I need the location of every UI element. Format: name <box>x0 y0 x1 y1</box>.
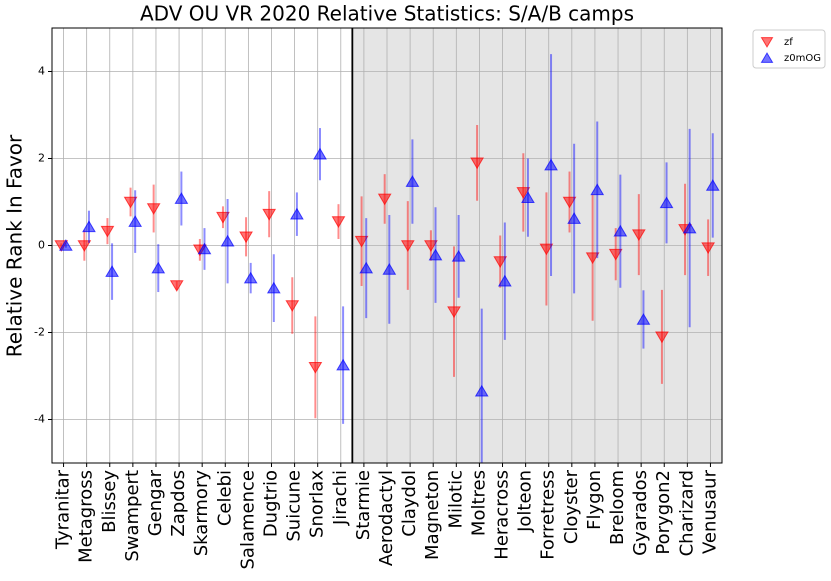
plot-frame <box>51 27 723 464</box>
x-tick-label: Snorlax <box>307 470 328 538</box>
x-tick-label: Milotic <box>445 470 466 529</box>
x-tick-label: Dugtrio <box>260 470 281 537</box>
marker <box>220 234 235 247</box>
marker <box>82 220 96 233</box>
legend-marker <box>760 37 774 48</box>
marker <box>313 147 327 160</box>
marker <box>608 248 623 261</box>
marker <box>197 242 212 255</box>
marker <box>290 207 304 220</box>
marker <box>424 240 438 252</box>
x-tick-label: Gengar <box>145 469 166 536</box>
x-tick-label: Porygon2 <box>653 470 674 555</box>
marker <box>146 203 161 215</box>
marker <box>562 196 577 209</box>
marker <box>590 183 605 196</box>
marker <box>331 216 346 228</box>
marker <box>470 157 484 170</box>
marker <box>151 261 166 274</box>
marker <box>521 191 535 203</box>
marker <box>243 271 258 284</box>
marker <box>544 158 558 171</box>
marker <box>705 179 720 191</box>
x-tick-label: Aerodactyl <box>376 470 397 566</box>
x-tick-label: Jolteon <box>515 470 536 533</box>
marker <box>539 243 554 256</box>
x-tick-label: Swampert <box>122 470 143 562</box>
marker <box>405 175 420 187</box>
marker <box>285 300 300 312</box>
legend-marker <box>760 52 774 63</box>
x-tick-label: Jirachi <box>330 470 351 526</box>
x-tick-label: Magneton <box>422 470 443 560</box>
marker <box>308 362 323 374</box>
x-tick-label: Forretress <box>538 470 559 560</box>
marker <box>474 384 489 397</box>
marker <box>382 263 397 275</box>
y-tick-label: 2 <box>38 152 45 165</box>
marker <box>105 265 119 277</box>
marker <box>447 306 461 319</box>
x-tick-label: Suicune <box>284 470 305 542</box>
marker <box>174 192 189 204</box>
marker <box>631 229 646 242</box>
legend: zf z0mOG <box>752 29 826 69</box>
y-tick-label: -2 <box>34 326 45 339</box>
marker <box>216 211 230 224</box>
marker <box>451 249 466 262</box>
chart-title: ADV OU VR 2020 Relative Statistics: S/A/… <box>140 2 634 26</box>
marker <box>655 331 669 344</box>
marker <box>58 239 73 251</box>
x-tick-label: Venusaur <box>699 469 720 554</box>
marker <box>169 280 184 292</box>
legend-label: z0mOG <box>784 53 821 64</box>
y-tick-label: 0 <box>38 239 45 252</box>
marker <box>336 358 350 371</box>
marker <box>266 281 281 294</box>
x-tick-label: Tyranitar <box>53 469 74 550</box>
marker <box>585 252 600 265</box>
marker <box>497 274 512 287</box>
marker <box>100 225 115 238</box>
marker <box>359 261 374 274</box>
marker <box>128 215 143 227</box>
marker <box>377 193 392 206</box>
x-tick-label: Gyarados <box>630 470 651 556</box>
y-tick-label: 4 <box>38 65 45 78</box>
x-tick-label: Breloom <box>607 470 628 545</box>
marker <box>354 235 369 248</box>
marker <box>516 187 531 199</box>
marker <box>659 196 674 209</box>
x-tick-label: Blissey <box>99 470 120 533</box>
marker <box>567 212 582 224</box>
marker <box>400 240 415 252</box>
marker <box>636 313 651 325</box>
marker <box>701 242 716 255</box>
marker <box>239 231 253 244</box>
x-tick-label: Charizard <box>676 470 697 556</box>
x-tick-label: Skarmory <box>191 470 212 557</box>
y-axis-label: Relative Rank In Favor <box>3 134 27 357</box>
x-tick-label: Moltres <box>468 470 489 536</box>
x-tick-label: Salamence <box>237 470 258 569</box>
marker <box>123 196 138 209</box>
x-tick-label: Starmie <box>353 470 374 540</box>
y-tick-label: -4 <box>34 413 45 426</box>
marker <box>262 208 277 221</box>
marker <box>682 221 697 234</box>
marker <box>613 224 628 237</box>
plot-area: -4 -2 0 2 4 Tyranitar Metagross Blissey Swampert… <box>34 27 723 569</box>
x-tick-label: Zapdos <box>168 470 189 537</box>
x-tick-label: Flygon <box>584 470 605 530</box>
marker <box>493 256 508 268</box>
x-tick-label: Heracross <box>492 470 513 560</box>
x-tick-label: Celebi <box>214 470 235 526</box>
marker <box>77 240 92 252</box>
x-tick-label: Metagross <box>76 470 97 563</box>
legend-label: zf <box>784 37 793 48</box>
marker <box>428 248 443 261</box>
x-tick-label: Cloyster <box>561 469 582 544</box>
x-tick-label: Claydol <box>399 470 420 537</box>
